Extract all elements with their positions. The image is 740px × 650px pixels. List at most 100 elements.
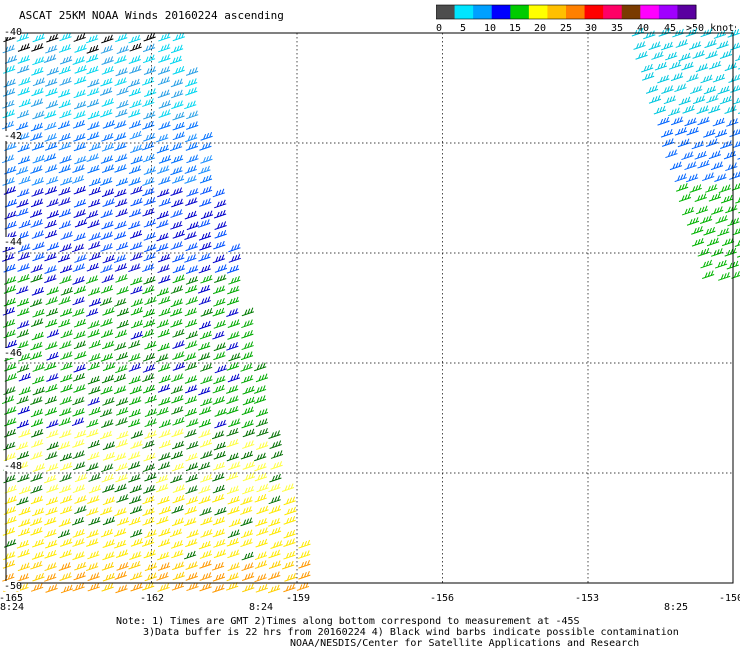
colorbar-swatch [677, 5, 697, 19]
wind-barb [172, 362, 185, 371]
wind-barb [268, 483, 281, 493]
wind-barb [74, 561, 87, 571]
wind-barb [158, 121, 171, 130]
wind-barb [708, 150, 722, 160]
wind-barb [213, 298, 226, 307]
wind-barb [226, 438, 239, 448]
wind-barb [158, 109, 171, 118]
wind-barb [59, 462, 73, 471]
wind-barb [142, 353, 156, 362]
wind-barb [2, 243, 15, 253]
wind-barb [695, 63, 709, 73]
wind-barb [228, 254, 241, 263]
wind-barb [661, 85, 674, 94]
wind-barb [30, 198, 44, 208]
wind-barb [241, 572, 255, 581]
wind-barb [171, 406, 184, 415]
wind-barb [87, 287, 101, 296]
wind-barb [102, 516, 116, 526]
wind-barb [212, 330, 225, 340]
wind-barb [158, 155, 172, 164]
wind-barb [72, 308, 85, 317]
wind-barb [185, 485, 198, 495]
wind-barb [226, 362, 239, 371]
wind-barb [158, 419, 172, 429]
wind-barb [256, 505, 269, 515]
wind-barb [114, 483, 127, 493]
wind-barb [15, 441, 29, 451]
wind-barb [717, 227, 730, 237]
wind-barb [141, 329, 155, 338]
wind-barb [212, 472, 225, 482]
wind-barb [171, 394, 184, 404]
wind-barb [199, 330, 212, 340]
wind-barb [283, 529, 296, 539]
wind-barb [31, 439, 44, 448]
wind-barb [100, 177, 113, 186]
wind-barb [157, 76, 171, 86]
wind-barb [3, 506, 17, 515]
wind-barb [100, 209, 113, 219]
wind-barb [86, 529, 99, 539]
wind-barb [74, 155, 87, 165]
wind-barb [100, 385, 113, 395]
wind-barb [228, 352, 241, 362]
wind-barb [101, 374, 115, 384]
wind-barb [721, 237, 735, 247]
wind-barb [4, 417, 17, 427]
wind-barb [87, 110, 100, 120]
wind-barb [73, 142, 87, 152]
wind-barb [172, 494, 185, 504]
wind-barb [226, 452, 239, 462]
wind-barb [199, 572, 212, 581]
wind-barb [29, 351, 43, 360]
wind-barb [226, 264, 240, 274]
wind-barb [16, 33, 29, 42]
wind-barb [4, 231, 17, 240]
wind-barb [668, 61, 682, 70]
wind-barb [171, 462, 185, 472]
wind-barb [657, 116, 670, 126]
wind-barb [728, 74, 740, 83]
wind-barb [227, 529, 241, 539]
wind-barb [102, 340, 115, 350]
wind-barb [688, 41, 702, 50]
wind-barb [281, 560, 295, 570]
wind-barb [45, 451, 58, 461]
wind-barb [731, 183, 740, 191]
wind-barb [101, 419, 114, 428]
wind-barb [184, 395, 198, 405]
wind-barb [157, 66, 171, 75]
wind-barb [45, 506, 58, 516]
wind-barb [2, 573, 15, 582]
wind-barb [170, 209, 183, 218]
wind-barb [212, 384, 225, 394]
wind-barb [102, 496, 115, 506]
wind-barb [87, 550, 100, 560]
wind-barb [171, 373, 184, 383]
wind-barb [170, 385, 184, 395]
wind-barb [114, 164, 127, 173]
wind-barb [102, 362, 116, 372]
wind-barb [100, 528, 114, 538]
wind-barb [31, 230, 44, 239]
wind-barb [44, 395, 58, 405]
wind-barb [254, 452, 267, 462]
wind-barb [59, 452, 73, 462]
wind-barb [88, 353, 101, 362]
wind-barb [682, 105, 695, 114]
wind-barb [144, 408, 158, 418]
wind-barb [44, 274, 57, 284]
wind-barb [198, 252, 211, 262]
wind-barb [256, 483, 269, 493]
wind-barb [31, 67, 44, 76]
wind-barb [17, 55, 30, 64]
wind-barb [59, 396, 72, 405]
wind-barb [4, 515, 17, 525]
wind-barb [88, 298, 102, 307]
wind-barb [3, 65, 16, 74]
wind-barb [171, 440, 185, 450]
wind-barb [128, 473, 141, 483]
wind-barb [102, 484, 115, 493]
wind-barb [101, 66, 114, 75]
